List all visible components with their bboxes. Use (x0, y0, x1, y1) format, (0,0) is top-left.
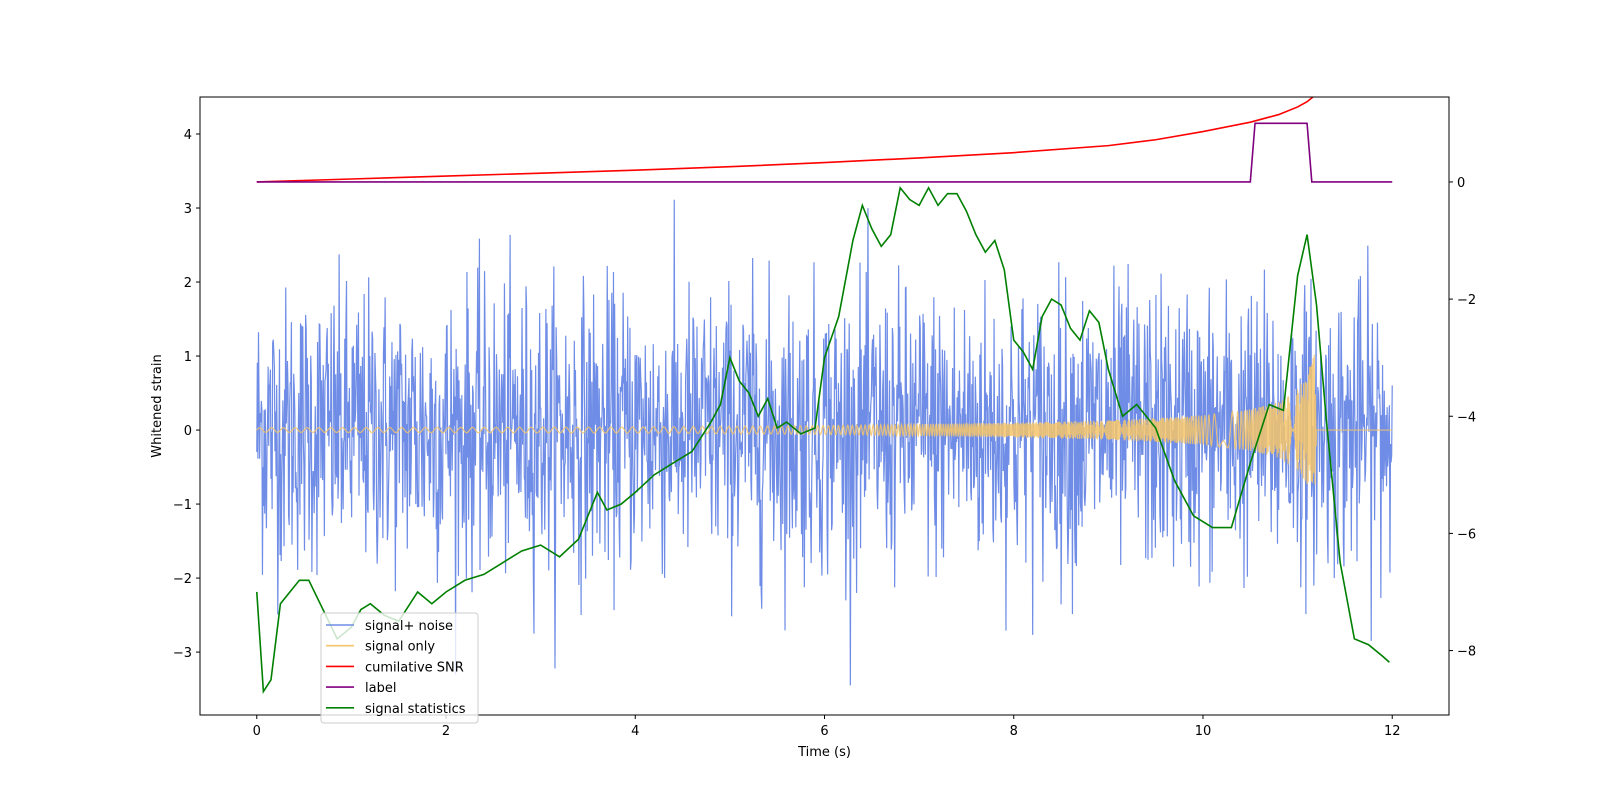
y-axis-left: −3 −2 −1 0 1 2 3 4 (173, 128, 200, 661)
y-right-tick-label--4: −4 (1457, 410, 1476, 425)
series-signal-only (256, 354, 1393, 485)
x-tick-label-4: 4 (631, 724, 639, 739)
y-right-tick-label-0: 0 (1457, 176, 1465, 191)
x-tick-label-10: 10 (1195, 724, 1212, 739)
y-right-tick-label--6: −6 (1457, 527, 1476, 542)
legend-box (320, 612, 479, 724)
series-signal-noise (256, 199, 1393, 686)
x-tick-label-0: 0 (253, 724, 261, 739)
x-tick-label-8: 8 (1010, 724, 1018, 739)
x-axis-label: Time (s) (797, 745, 851, 760)
plot-area (255, 97, 1393, 695)
y-axis-label: Whitened strain (150, 354, 165, 457)
y-left-tick-label-0: 0 (184, 424, 192, 439)
x-tick-label-6: 6 (820, 724, 828, 739)
legend: signal+ noise signal only cumilative SNR la… (320, 612, 479, 724)
y-left-tick-label-2: 2 (184, 276, 192, 291)
legend-label-label: label (365, 681, 396, 696)
legend-label-signal-only: signal only (365, 640, 435, 655)
y-left-tick-label--1: −1 (173, 498, 192, 513)
x-tick-label-12: 12 (1384, 724, 1401, 739)
series-cumilative-snr (256, 97, 1315, 183)
y-right-tick-label--2: −2 (1457, 293, 1476, 308)
y-left-tick-label--3: −3 (173, 646, 192, 661)
y-left-tick-label-1: 1 (184, 350, 192, 365)
x-tick-label-2: 2 (442, 724, 450, 739)
y-axis-right: −8 −6 −4 −2 0 (1449, 176, 1476, 660)
series-signal-statistics (255, 185, 1390, 695)
y-left-tick-label--2: −2 (173, 572, 192, 587)
legend-label-cumilative-snr: cumilative SNR (365, 660, 464, 675)
y-right-tick-label--8: −8 (1457, 645, 1476, 660)
legend-label-signal-statistics: signal statistics (365, 702, 466, 717)
y-left-tick-label-4: 4 (184, 128, 192, 143)
y-left-tick-label-3: 3 (184, 202, 192, 217)
legend-label-signal-noise: signal+ noise (365, 619, 453, 634)
series-label (256, 122, 1393, 183)
